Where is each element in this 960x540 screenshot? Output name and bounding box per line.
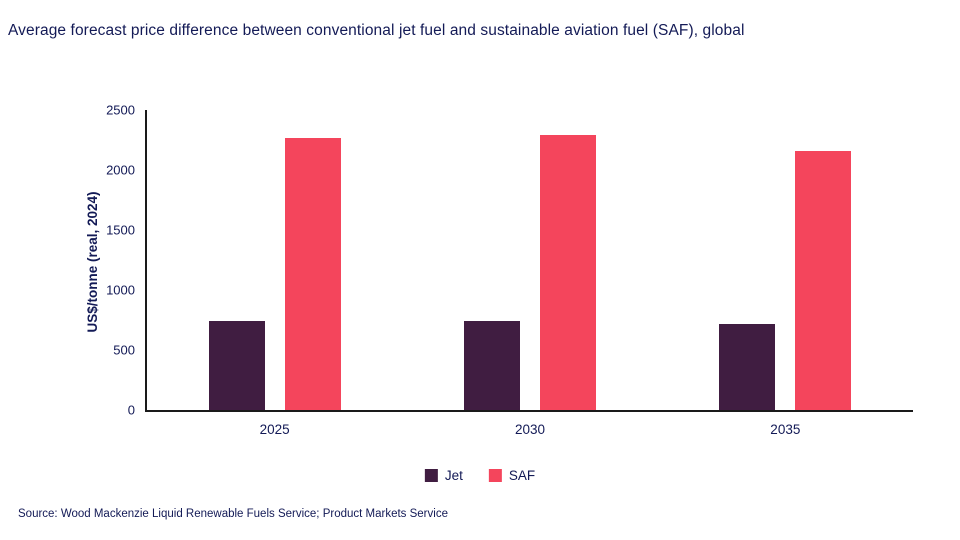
x-category-2030: 2030: [514, 422, 546, 437]
x-category-2025: 2025: [259, 422, 290, 437]
bar-saf-2030: [540, 134, 596, 410]
y-tick-500: 500: [113, 342, 135, 358]
legend-item-saf: SAF: [488, 468, 536, 483]
y-tick-1000: 1000: [106, 282, 135, 298]
source-note: Source: Wood Mackenzie Liquid Renewable …: [18, 508, 448, 520]
bar-group-2030: [464, 134, 596, 410]
bar-jet-2025: [208, 321, 265, 410]
bar-saf-2025: [284, 137, 341, 410]
legend: Jet SAF: [424, 468, 536, 483]
y-tick-1500: 1500: [106, 222, 135, 238]
x-category-2035: 2035: [770, 422, 801, 437]
legend-label-jet: Jet: [444, 468, 463, 483]
y-tick-0: 0: [127, 402, 135, 418]
chart-title: Average forecast price difference betwee…: [8, 22, 745, 39]
bar-jet-2035: [719, 324, 776, 410]
bar-group-2035: [719, 150, 852, 410]
bar-jet-2030: [464, 320, 520, 410]
plot-area: US$/tonne (real, 2024) 0 500 1000 1500 2000 2…: [85, 104, 913, 437]
bar-group-2025: [208, 137, 341, 410]
legend-label-saf: SAF: [508, 468, 536, 483]
legend-swatch-saf: [488, 469, 502, 482]
legend-item-jet: Jet: [424, 468, 463, 483]
bar-saf-2035: [795, 150, 852, 410]
y-axis-label: US$/tonne (real, 2024): [85, 191, 100, 333]
y-tick-2500: 2500: [106, 102, 135, 118]
legend-swatch-jet: [424, 469, 438, 482]
y-tick-2000: 2000: [106, 162, 135, 178]
